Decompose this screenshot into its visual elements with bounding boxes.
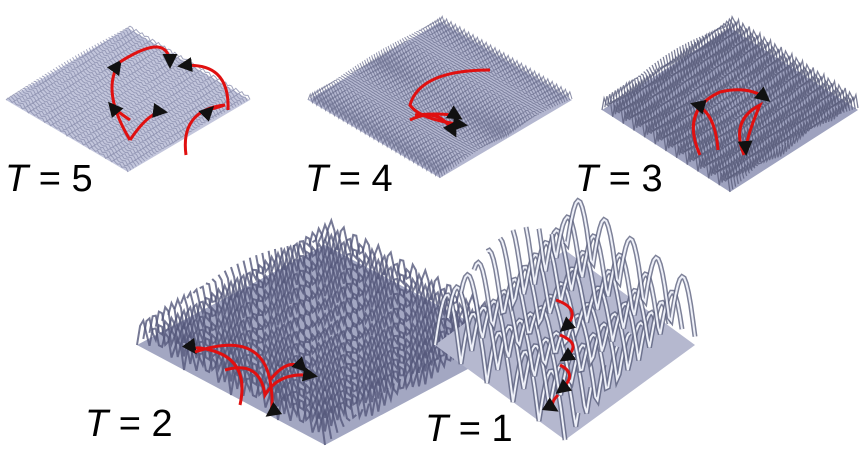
panel-label: T = 2 <box>85 405 173 443</box>
panel-label: T = 3 <box>575 160 663 198</box>
panel-label: T = 5 <box>5 160 93 198</box>
surfaces <box>0 0 860 463</box>
figure: T = 5 T = 4 T = 3 T = 2 T = 1 <box>0 0 860 463</box>
panel-label: T = 4 <box>305 160 393 198</box>
panel-label: T = 1 <box>425 410 513 448</box>
